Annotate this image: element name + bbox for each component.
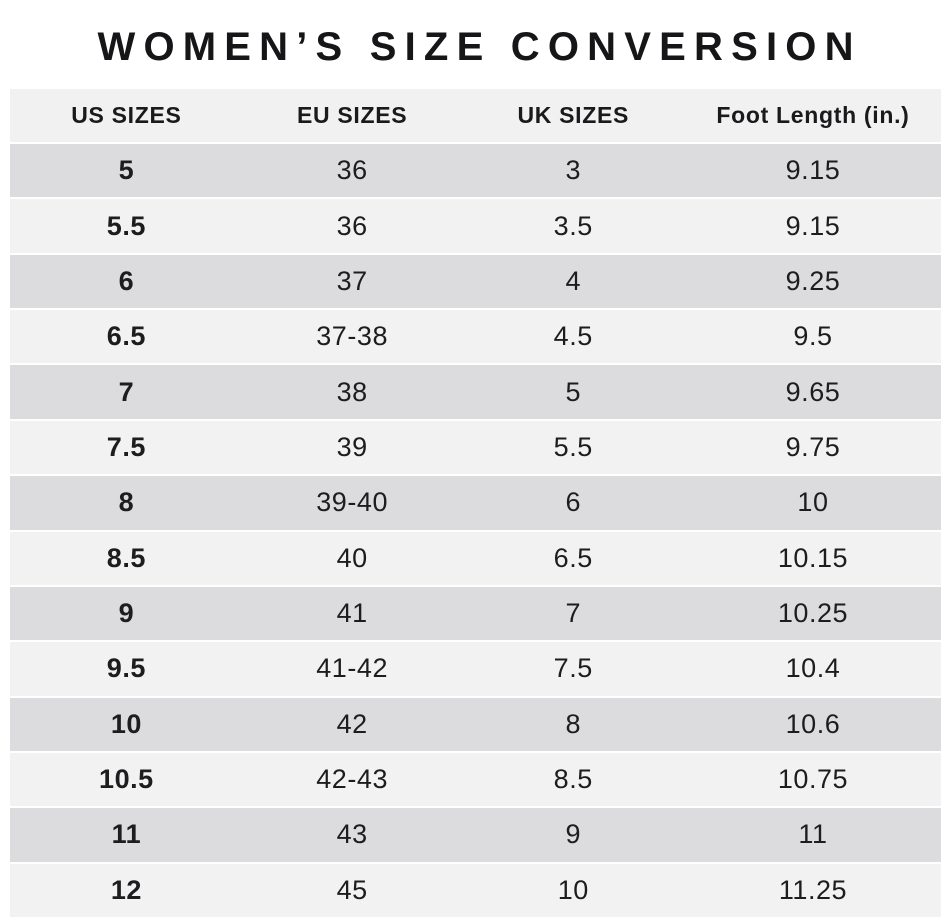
eu-size-cell: 39 <box>336 431 368 462</box>
foot-length-cell: 11 <box>798 819 828 850</box>
us-size-cell: 5.5 <box>106 210 146 241</box>
us-size-cell: 10.5 <box>99 764 154 795</box>
foot-length-cell: 10 <box>797 487 829 518</box>
uk-size-cell: 4.5 <box>553 321 593 352</box>
table-row: 9.5 41-42 7.5 10.4 <box>10 640 941 696</box>
us-size-cell: 8 <box>118 487 135 518</box>
eu-size-cell: 45 <box>336 874 368 905</box>
table-header-row: US SIZES EU SIZES UK SIZES Foot Length (… <box>10 89 941 142</box>
foot-length-cell: 9.65 <box>785 376 841 407</box>
eu-size-cell: 39-40 <box>316 487 389 518</box>
uk-size-cell: 7.5 <box>553 653 593 684</box>
us-size-cell: 9.5 <box>106 653 146 684</box>
size-conversion-table: US SIZES EU SIZES UK SIZES Foot Length (… <box>10 89 941 917</box>
eu-size-cell: 42-43 <box>316 764 389 795</box>
us-size-cell: 9 <box>118 598 135 629</box>
uk-size-cell: 5.5 <box>553 431 593 462</box>
foot-length-cell: 11.25 <box>778 874 848 905</box>
us-size-cell: 6 <box>118 265 135 296</box>
table-row: 6.5 37-38 4.5 9.5 <box>10 308 941 364</box>
eu-size-cell: 36 <box>336 210 368 241</box>
page-title: WOMEN’S SIZE CONVERSION <box>97 25 862 69</box>
foot-length-cell: 9.15 <box>785 210 841 241</box>
foot-length-cell: 10.25 <box>777 598 849 629</box>
table-row: 9 41 7 10.25 <box>10 584 941 641</box>
uk-size-cell: 3.5 <box>553 210 593 241</box>
table-row: 8.5 40 6.5 10.15 <box>10 529 941 585</box>
eu-size-cell: 42 <box>336 708 368 739</box>
us-size-cell: 12 <box>110 874 142 905</box>
us-size-cell: 7 <box>118 376 135 407</box>
table-row: 5.5 36 3.5 9.15 <box>10 197 941 253</box>
uk-size-cell: 8 <box>565 708 582 739</box>
foot-length-cell: 10.6 <box>785 708 841 739</box>
us-size-cell: 8.5 <box>106 542 146 573</box>
column-header-us-sizes: US SIZES <box>71 102 182 128</box>
foot-length-cell: 10.15 <box>777 542 849 573</box>
us-size-cell: 7.5 <box>106 431 146 462</box>
table-row: 6 37 4 9.25 <box>10 252 941 309</box>
eu-size-cell: 40 <box>336 542 368 573</box>
uk-size-cell: 5 <box>565 376 582 407</box>
column-header-uk-sizes: UK SIZES <box>517 102 630 128</box>
uk-size-cell: 9 <box>565 819 582 850</box>
foot-length-cell: 9.25 <box>785 265 841 296</box>
us-size-cell: 5 <box>118 155 135 186</box>
table-row: 8 39-40 6 10 <box>10 474 941 530</box>
table-row: 5 36 3 9.15 <box>10 142 941 198</box>
table-row: 11 43 9 11 <box>10 806 941 862</box>
eu-size-cell: 43 <box>336 819 368 850</box>
column-header-foot-length: Foot Length (in.) <box>716 102 910 128</box>
us-size-cell: 11 <box>111 819 142 850</box>
uk-size-cell: 6 <box>565 487 582 518</box>
foot-length-cell: 10.75 <box>777 764 849 795</box>
foot-length-cell: 9.5 <box>793 321 833 352</box>
uk-size-cell: 10 <box>557 874 589 905</box>
column-header-eu-sizes: EU SIZES <box>296 102 408 128</box>
us-size-cell: 6.5 <box>106 321 146 352</box>
foot-length-cell: 9.75 <box>785 431 841 462</box>
uk-size-cell: 7 <box>565 598 582 629</box>
uk-size-cell: 8.5 <box>553 764 593 795</box>
uk-size-cell: 6.5 <box>553 542 593 573</box>
eu-size-cell: 36 <box>336 155 368 186</box>
uk-size-cell: 4 <box>565 265 582 296</box>
eu-size-cell: 41-42 <box>316 653 389 684</box>
eu-size-cell: 41 <box>336 598 368 629</box>
foot-length-cell: 10.4 <box>785 653 841 684</box>
table-row: 7 38 5 9.65 <box>10 363 941 419</box>
uk-size-cell: 3 <box>565 155 582 186</box>
table-row: 7.5 39 5.5 9.75 <box>10 418 941 475</box>
eu-size-cell: 37 <box>336 265 368 296</box>
eu-size-cell: 37-38 <box>316 321 389 352</box>
us-size-cell: 10 <box>110 708 142 739</box>
table-row: 10 42 8 10.6 <box>10 695 941 751</box>
table-row: 12 45 10 11.25 <box>10 861 941 917</box>
foot-length-cell: 9.15 <box>785 155 841 186</box>
table-row: 10.5 42-43 8.5 10.75 <box>10 750 941 807</box>
eu-size-cell: 38 <box>336 376 368 407</box>
